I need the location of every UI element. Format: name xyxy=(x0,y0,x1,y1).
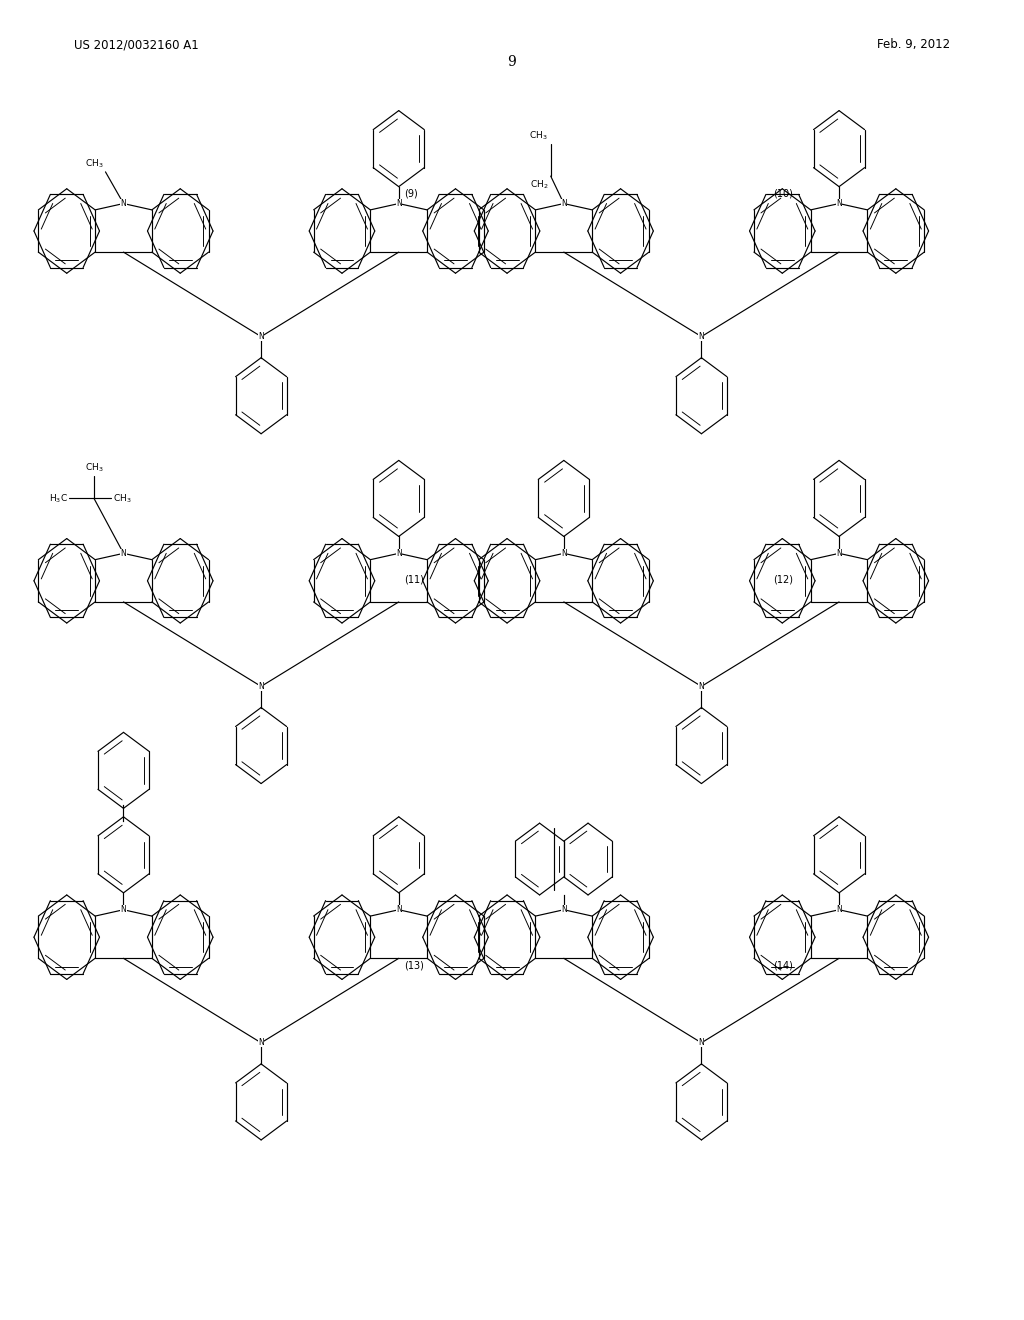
Text: N: N xyxy=(258,682,264,690)
Text: N: N xyxy=(121,549,126,558)
Text: US 2012/0032160 A1: US 2012/0032160 A1 xyxy=(74,38,199,51)
Text: N: N xyxy=(837,199,842,209)
Text: N: N xyxy=(396,199,401,209)
Text: N: N xyxy=(837,906,842,915)
Text: N: N xyxy=(837,549,842,558)
Text: N: N xyxy=(561,906,566,915)
Text: (11): (11) xyxy=(404,574,424,585)
Text: N: N xyxy=(561,549,566,558)
Text: N: N xyxy=(258,333,264,341)
Text: CH$_3$: CH$_3$ xyxy=(529,129,548,143)
Text: N: N xyxy=(698,1039,705,1047)
Text: Feb. 9, 2012: Feb. 9, 2012 xyxy=(878,38,950,51)
Text: N: N xyxy=(121,199,126,209)
Text: (14): (14) xyxy=(773,961,793,972)
Text: N: N xyxy=(698,682,705,690)
Text: H$_3$C: H$_3$C xyxy=(49,492,68,504)
Text: CH$_3$: CH$_3$ xyxy=(85,462,103,474)
Text: N: N xyxy=(396,906,401,915)
Text: N: N xyxy=(396,549,401,558)
Text: N: N xyxy=(561,199,566,209)
Text: (10): (10) xyxy=(773,189,793,199)
Text: 9: 9 xyxy=(508,55,516,70)
Text: N: N xyxy=(698,333,705,341)
Text: (9): (9) xyxy=(404,189,418,199)
Text: N: N xyxy=(258,1039,264,1047)
Text: CH$_3$: CH$_3$ xyxy=(85,157,103,170)
Text: CH$_2$: CH$_2$ xyxy=(529,178,548,190)
Text: N: N xyxy=(121,906,126,915)
Text: (12): (12) xyxy=(773,574,794,585)
Text: CH$_3$: CH$_3$ xyxy=(113,492,131,504)
Text: (13): (13) xyxy=(404,961,424,972)
